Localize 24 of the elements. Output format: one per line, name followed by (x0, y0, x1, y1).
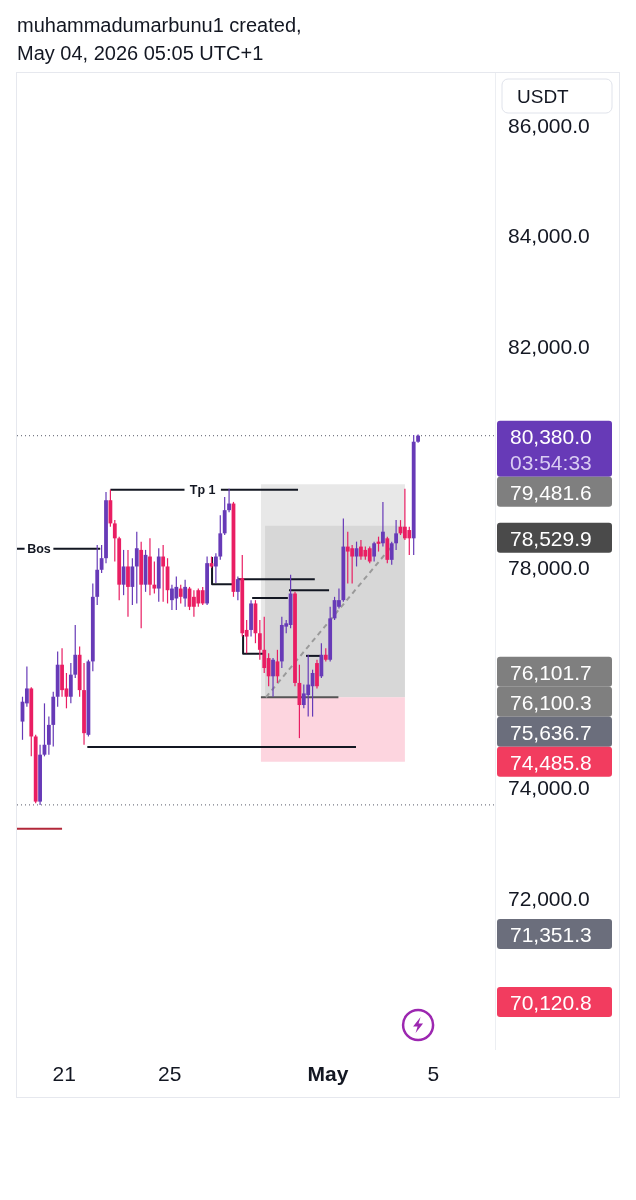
x-tick-label: May (307, 1061, 349, 1085)
y-tick-label: 86,000.0 (508, 113, 590, 137)
text: 76,101.7 (510, 660, 592, 684)
text: 71,351.3 (510, 922, 592, 946)
x-tick-label: 5 (427, 1061, 440, 1085)
text: 79,481.6 (510, 480, 592, 504)
y-tick-label: 74,000.0 (508, 776, 590, 800)
y-axis-title: USDT (517, 85, 570, 107)
annotation: Tp 1 (189, 482, 216, 497)
ref-line-label: 80,380.0 03:54:33 (510, 424, 592, 474)
annotation: Bos (27, 541, 51, 556)
y-tick-label: 82,000.0 (508, 334, 590, 358)
y-tick-label: 72,000.0 (508, 886, 590, 910)
y-tick-label: 84,000.0 (508, 224, 590, 248)
text: 78,529.9 (510, 526, 592, 550)
text: 76,100.3 (510, 690, 592, 714)
text: 75,636.7 (510, 720, 592, 744)
y-tick-label: 78,000.0 (508, 555, 590, 579)
x-tick-label: 25 (158, 1061, 182, 1085)
x-tick-label: 21 (52, 1061, 76, 1085)
text: 70,120.8 (510, 990, 592, 1014)
text: 74,485.8 (510, 750, 592, 774)
chart-title: muhammadumarbunu1 created, (17, 14, 302, 37)
chart-subtitle: May 04, 2026 05:05 UTC+1 (17, 42, 264, 65)
